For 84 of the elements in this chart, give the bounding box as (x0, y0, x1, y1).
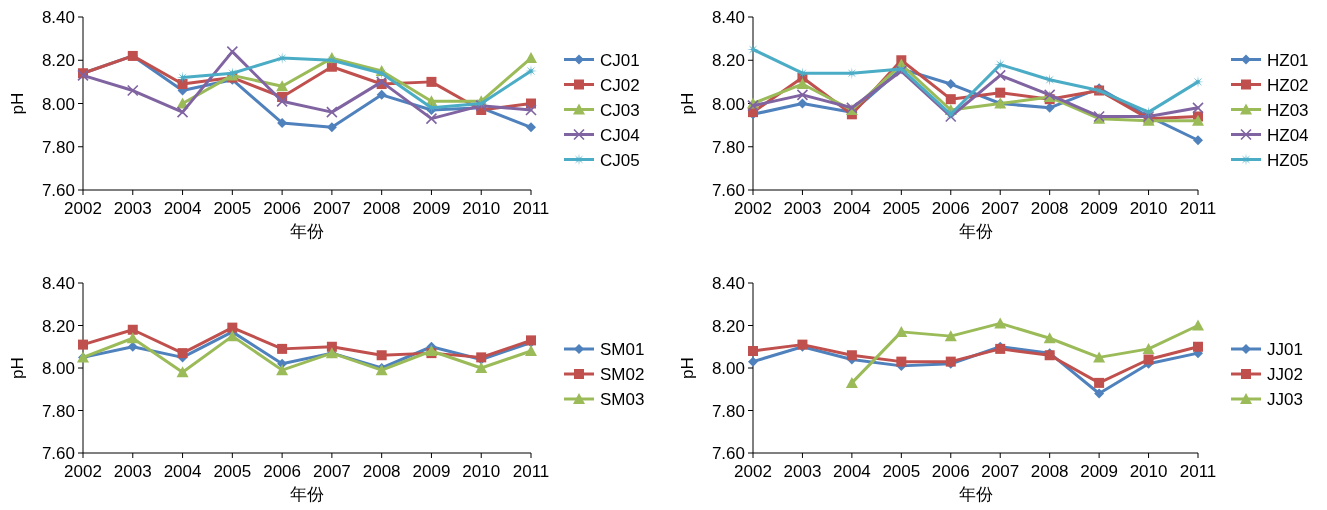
y-tick-label: 7.60 (711, 444, 745, 463)
x-tick-label: 2007 (981, 199, 1020, 218)
legend-label: CJ03 (600, 100, 640, 120)
y-tick-label: 7.80 (41, 137, 75, 157)
x-tick-label: 2006 (931, 199, 970, 218)
legend-label: HZ03 (1267, 100, 1309, 120)
x-tick-label: 2008 (362, 199, 401, 218)
y-tick-label: 7.60 (711, 181, 745, 200)
x-axis-title: 年份 (290, 485, 324, 504)
x-tick-label: 2005 (882, 199, 921, 218)
x-tick-label: 2006 (263, 462, 302, 481)
legend-label: JJ01 (1267, 340, 1303, 359)
legend-label: SM01 (600, 340, 645, 359)
x-tick-label: 2008 (1030, 462, 1069, 481)
y-tick-label: 8.40 (711, 274, 745, 293)
x-tick-label: 2008 (362, 462, 401, 481)
legend-label: CJ02 (600, 75, 640, 95)
x-axis-title: 年份 (958, 222, 993, 241)
x-tick-label: 2009 (1080, 462, 1119, 481)
x-tick-label: 2003 (783, 462, 822, 481)
legend-label: JJ02 (1267, 365, 1303, 384)
legend-label: HZ04 (1267, 125, 1309, 145)
x-tick-label: 2009 (412, 199, 451, 218)
x-tick-label: 2011 (1179, 462, 1217, 481)
legend-label: HZ01 (1267, 50, 1309, 70)
x-tick-label: 2011 (1179, 199, 1217, 218)
x-tick-label: 2006 (263, 199, 302, 218)
x-axis-title: 年份 (958, 485, 993, 504)
x-tick-label: 2005 (213, 199, 252, 218)
x-tick-label: 2004 (832, 199, 871, 218)
y-tick-label: 8.20 (711, 316, 745, 336)
y-tick-label: 7.60 (41, 444, 75, 463)
y-tick-label: 7.60 (41, 181, 75, 200)
y-axis-title: pH (8, 357, 27, 379)
legend-label: JJ03 (1267, 390, 1303, 409)
y-tick-label: 7.80 (711, 137, 745, 157)
x-tick-label: 2002 (64, 462, 102, 481)
y-axis-title: pH (678, 92, 697, 115)
y-tick-label: 8.20 (41, 51, 75, 71)
y-tick-label: 7.80 (711, 401, 745, 421)
legend-label: CJ05 (600, 150, 640, 170)
y-tick-label: 8.20 (41, 316, 75, 336)
x-tick-label: 2003 (113, 462, 152, 481)
legend-label: HZ05 (1267, 150, 1309, 170)
legend-label: CJ01 (600, 50, 640, 70)
y-tick-label: 8.40 (41, 8, 75, 27)
x-tick-label: 2010 (1129, 462, 1168, 481)
x-tick-label: 2005 (882, 462, 921, 481)
x-tick-label: 2004 (163, 199, 202, 218)
y-axis-title: pH (8, 92, 27, 115)
legend-label: SM03 (600, 390, 645, 409)
x-tick-label: 2011 (512, 462, 550, 481)
y-tick-label: 8.40 (711, 8, 745, 27)
y-tick-label: 7.80 (41, 401, 75, 421)
y-tick-label: 8.40 (41, 274, 75, 293)
x-tick-label: 2007 (312, 199, 351, 218)
x-tick-label: 2004 (163, 462, 202, 481)
x-tick-label: 2003 (113, 199, 152, 218)
x-tick-label: 2002 (734, 199, 772, 218)
y-tick-label: 8.20 (711, 51, 745, 71)
x-tick-label: 2009 (412, 462, 451, 481)
x-tick-label: 2007 (981, 462, 1020, 481)
y-tick-label: 8.00 (711, 94, 745, 114)
y-tick-label: 8.00 (41, 94, 75, 114)
legend-label: SM02 (600, 365, 645, 384)
x-tick-label: 2004 (832, 462, 871, 481)
x-tick-label: 2010 (462, 462, 501, 481)
x-tick-label: 2010 (1129, 199, 1168, 218)
x-tick-label: 2002 (64, 199, 102, 218)
x-tick-label: 2008 (1030, 199, 1069, 218)
x-tick-label: 2002 (734, 462, 772, 481)
legend-label: CJ04 (600, 125, 640, 145)
x-tick-label: 2005 (213, 462, 252, 481)
x-tick-label: 2009 (1080, 199, 1119, 218)
x-tick-label: 2011 (512, 199, 550, 218)
x-tick-label: 2010 (462, 199, 501, 218)
x-tick-label: 2006 (931, 462, 970, 481)
y-axis-title: pH (678, 357, 697, 379)
x-tick-label: 2003 (783, 199, 822, 218)
x-tick-label: 2007 (312, 462, 351, 481)
y-tick-label: 8.00 (41, 359, 75, 378)
legend-label: HZ02 (1267, 75, 1309, 95)
y-tick-label: 8.00 (711, 359, 745, 378)
x-axis-title: 年份 (290, 222, 324, 241)
